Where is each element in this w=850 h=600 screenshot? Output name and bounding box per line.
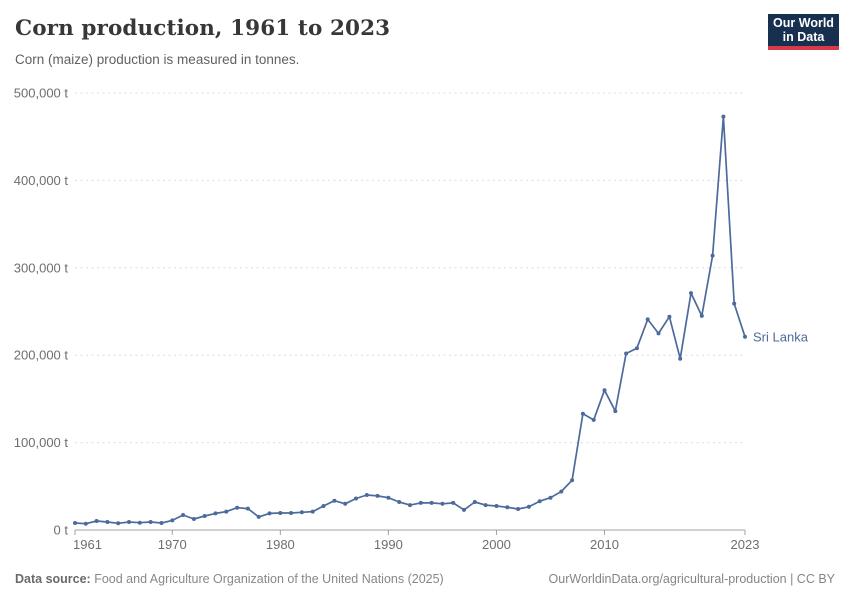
data-point[interactable] bbox=[591, 417, 596, 422]
data-point[interactable] bbox=[332, 498, 337, 503]
data-point[interactable] bbox=[516, 507, 521, 511]
data-source-text: Food and Agriculture Organization of the… bbox=[90, 572, 444, 586]
data-source: Data source: Food and Agriculture Organi… bbox=[15, 572, 444, 586]
data-point[interactable] bbox=[494, 504, 499, 508]
data-point[interactable] bbox=[613, 409, 618, 414]
chart-footer: Data source: Food and Agriculture Organi… bbox=[15, 572, 835, 586]
page-title: Corn production, 1961 to 2023 bbox=[15, 16, 391, 41]
data-point[interactable] bbox=[116, 521, 121, 526]
data-point[interactable] bbox=[170, 518, 175, 523]
data-point[interactable] bbox=[181, 513, 186, 517]
data-point[interactable] bbox=[408, 503, 412, 508]
data-point[interactable] bbox=[710, 253, 715, 258]
data-point[interactable] bbox=[548, 495, 553, 500]
x-tick-label: 1990 bbox=[374, 537, 403, 552]
data-point[interactable] bbox=[375, 493, 380, 498]
y-tick-label: 500,000 t bbox=[14, 86, 69, 101]
owid-logo[interactable]: Our World in Data bbox=[768, 14, 839, 50]
data-point[interactable] bbox=[743, 334, 747, 339]
credit-link[interactable]: OurWorldinData.org/agricultural-producti… bbox=[548, 572, 835, 586]
data-point[interactable] bbox=[235, 505, 240, 510]
owid-logo-line1: Our World bbox=[773, 15, 834, 30]
data-point[interactable] bbox=[397, 500, 402, 504]
data-point[interactable] bbox=[148, 520, 153, 524]
data-point[interactable] bbox=[386, 495, 391, 500]
data-point[interactable] bbox=[667, 314, 672, 319]
data-point[interactable] bbox=[127, 520, 131, 524]
data-point[interactable] bbox=[689, 291, 693, 296]
data-point[interactable] bbox=[245, 506, 250, 511]
x-tick-label: 1961 bbox=[73, 537, 102, 552]
data-point[interactable] bbox=[451, 500, 456, 505]
data-point[interactable] bbox=[418, 500, 423, 505]
data-point[interactable] bbox=[202, 514, 207, 518]
chart-subtitle: Corn (maize) production is measured in t… bbox=[15, 52, 300, 67]
data-point[interactable] bbox=[656, 331, 661, 336]
data-point[interactable] bbox=[267, 511, 272, 516]
data-point[interactable] bbox=[354, 496, 358, 501]
data-point[interactable] bbox=[343, 501, 348, 506]
data-point[interactable] bbox=[699, 313, 704, 318]
owid-logo-line2: in Data bbox=[782, 30, 825, 44]
series-line bbox=[74, 115, 746, 525]
x-tick-label: 2010 bbox=[590, 537, 619, 552]
y-tick-label: 400,000 t bbox=[14, 173, 69, 188]
data-point[interactable] bbox=[559, 489, 564, 494]
data-point[interactable] bbox=[462, 507, 466, 512]
data-point[interactable] bbox=[321, 504, 326, 508]
data-point[interactable] bbox=[289, 511, 294, 515]
data-point[interactable] bbox=[191, 517, 196, 521]
data-point[interactable] bbox=[634, 346, 639, 351]
data-point[interactable] bbox=[73, 521, 77, 525]
data-point[interactable] bbox=[570, 478, 575, 483]
x-tick-label: 1970 bbox=[158, 537, 187, 552]
data-point[interactable] bbox=[526, 504, 531, 509]
x-tick-label: 2023 bbox=[731, 537, 760, 552]
data-point[interactable] bbox=[732, 301, 737, 306]
data-point[interactable] bbox=[645, 317, 650, 322]
data-point[interactable] bbox=[224, 509, 229, 514]
data-point[interactable] bbox=[137, 520, 142, 525]
data-point[interactable] bbox=[83, 521, 88, 526]
y-tick-label: 0 t bbox=[54, 523, 69, 538]
data-point[interactable] bbox=[364, 493, 369, 497]
data-point[interactable] bbox=[310, 509, 315, 514]
y-tick-label: 300,000 t bbox=[14, 260, 69, 275]
data-point[interactable] bbox=[299, 510, 304, 515]
data-point[interactable] bbox=[721, 114, 726, 119]
y-tick-label: 200,000 t bbox=[14, 348, 69, 363]
data-point[interactable] bbox=[213, 511, 218, 516]
y-tick-label: 100,000 t bbox=[14, 435, 69, 450]
data-point[interactable] bbox=[440, 501, 445, 506]
x-tick-label: 2000 bbox=[482, 537, 511, 552]
data-point[interactable] bbox=[602, 388, 607, 393]
data-point[interactable] bbox=[624, 351, 629, 356]
data-point[interactable] bbox=[505, 505, 510, 510]
data-point[interactable] bbox=[483, 503, 488, 508]
data-source-label: Data source: bbox=[15, 572, 91, 586]
data-point[interactable] bbox=[537, 499, 542, 504]
data-point[interactable] bbox=[278, 511, 283, 515]
data-point[interactable] bbox=[94, 519, 99, 523]
data-point[interactable] bbox=[678, 356, 683, 361]
data-point[interactable] bbox=[472, 500, 477, 504]
x-tick-label: 1980 bbox=[266, 537, 295, 552]
data-point[interactable] bbox=[580, 411, 585, 416]
data-point[interactable] bbox=[256, 514, 261, 519]
series-end-label[interactable]: Sri Lanka bbox=[753, 329, 809, 344]
data-point[interactable] bbox=[159, 521, 164, 525]
data-point[interactable] bbox=[429, 500, 434, 505]
data-point[interactable] bbox=[105, 520, 110, 524]
